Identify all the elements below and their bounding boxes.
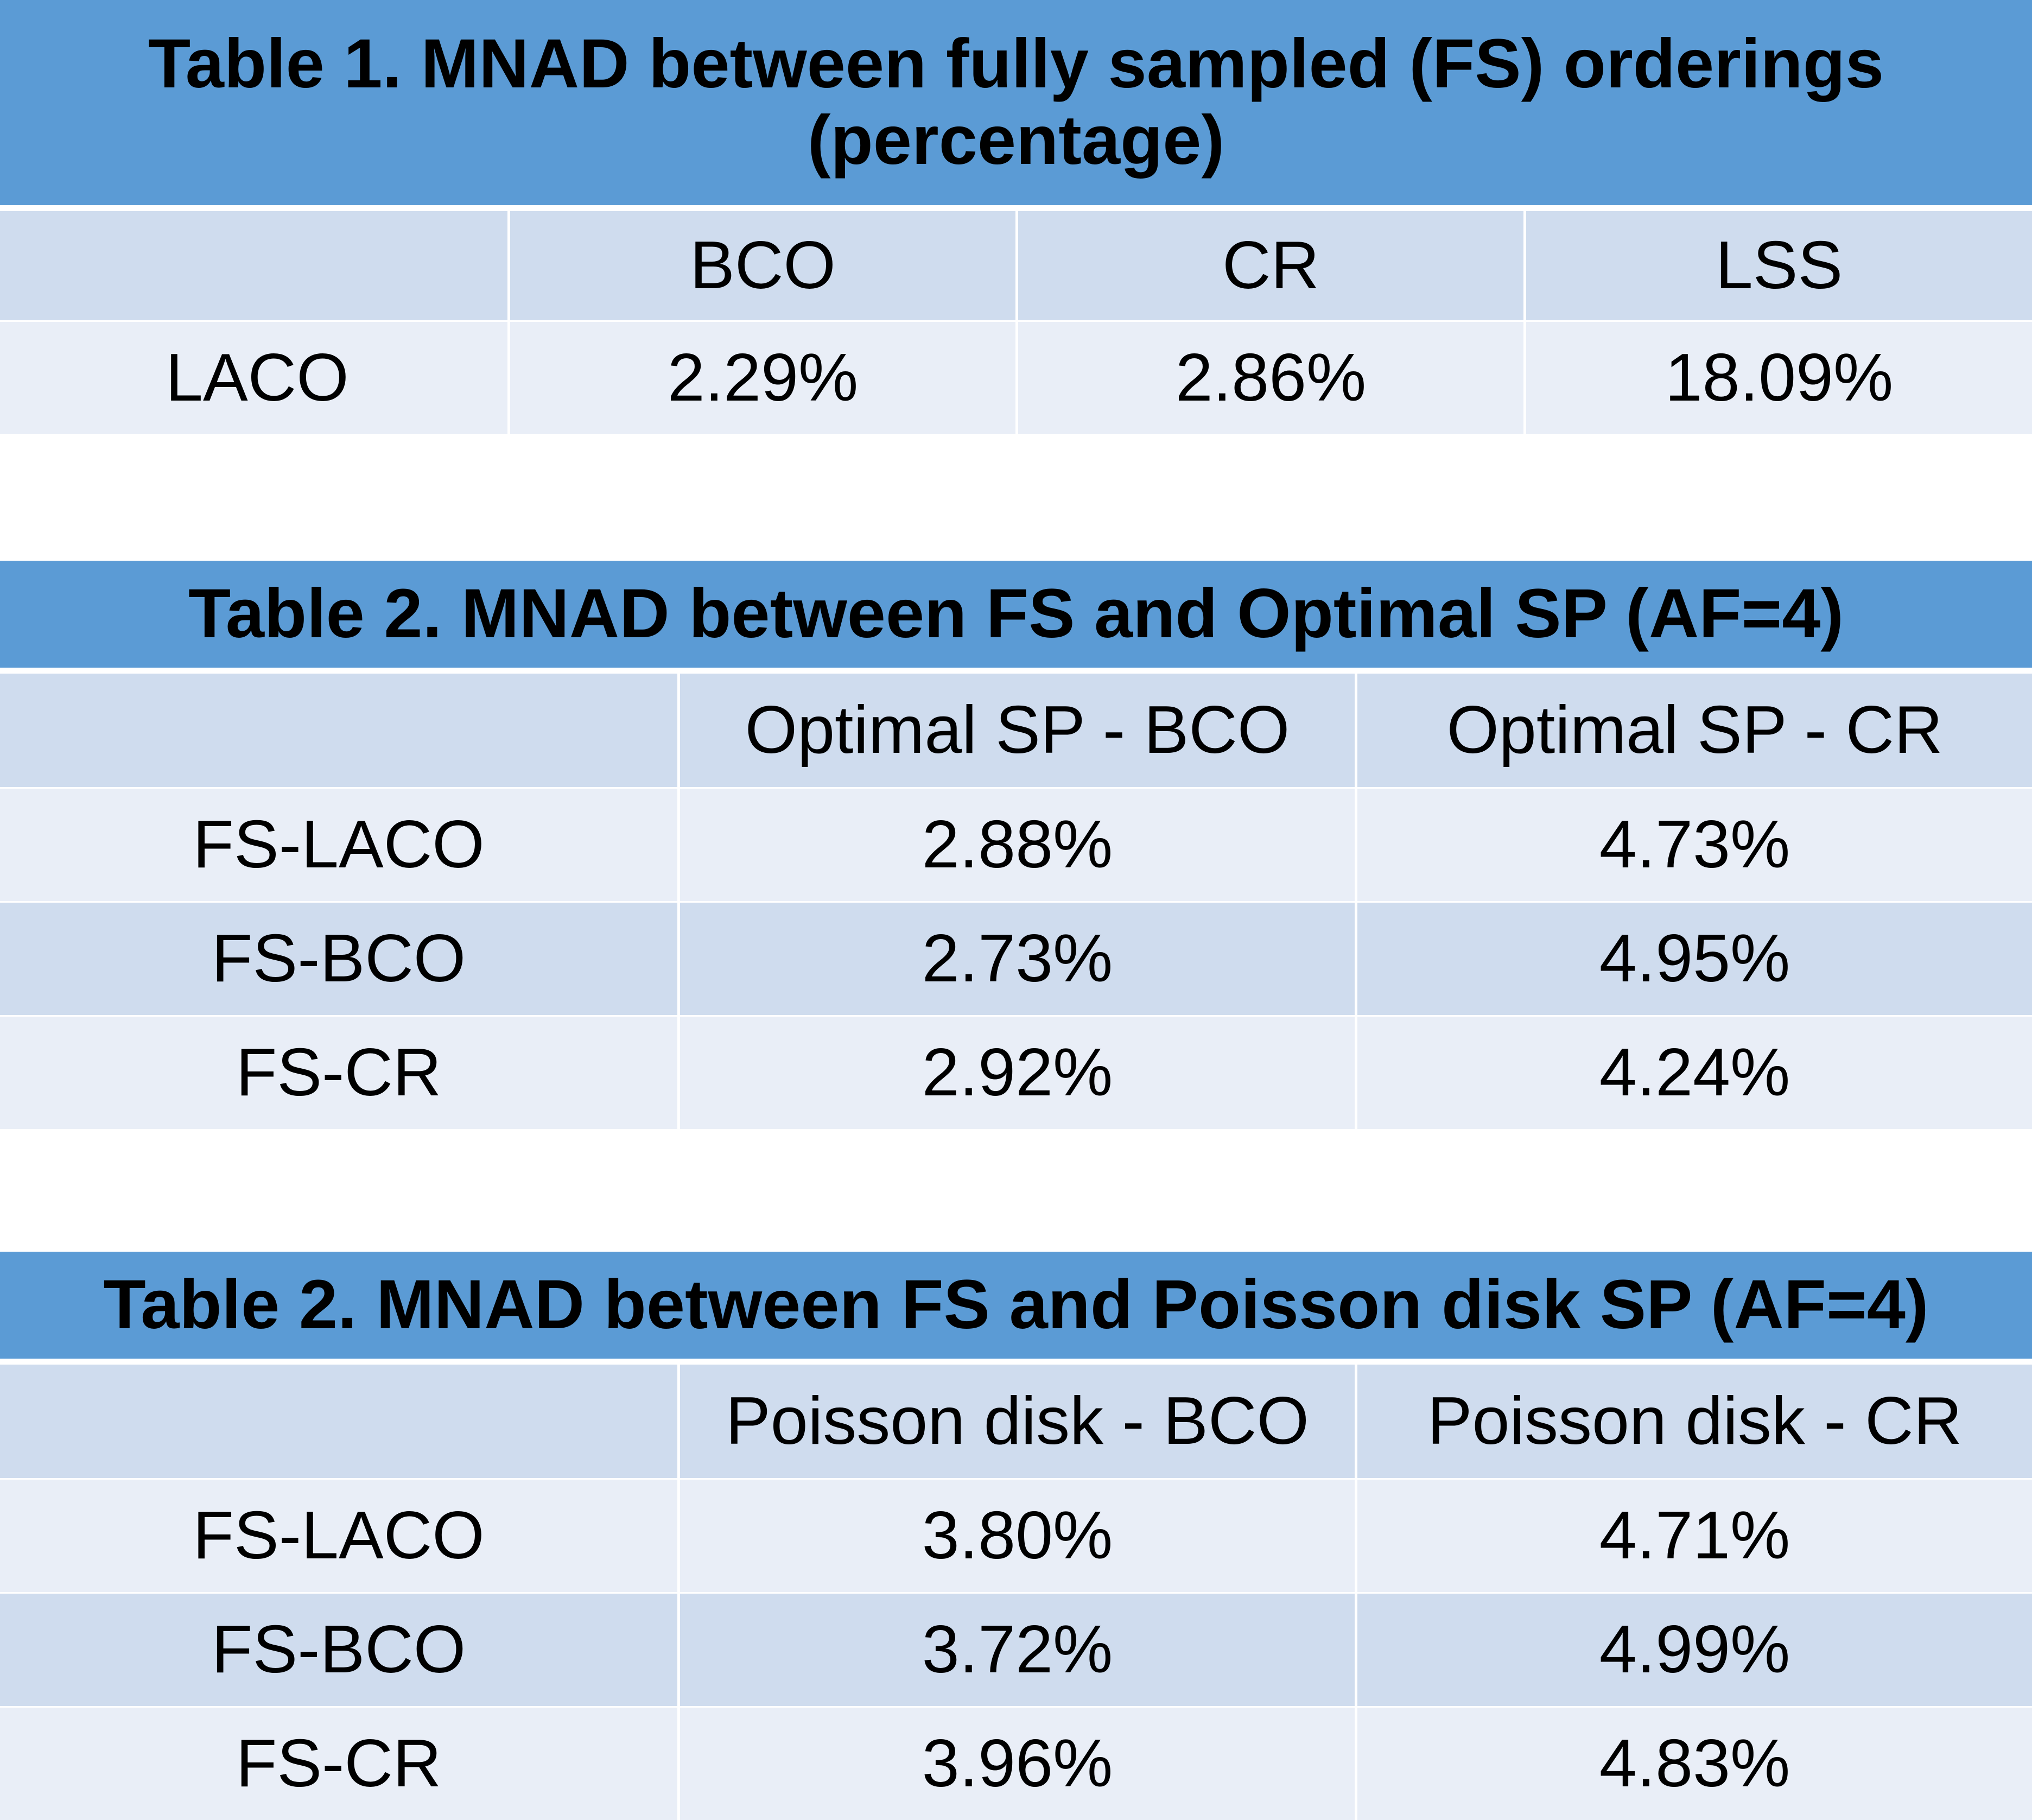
table-3-header-poisson-cr: Poisson disk - CR [1355, 1363, 2032, 1478]
cell-value: 3.80% [677, 1478, 1355, 1592]
table-1-title: Table 1. MNAD between fully sampled (FS)… [0, 0, 2032, 210]
cell-value: 2.86% [1015, 320, 1523, 434]
table-row: LACO 2.29% 2.86% 18.09% [0, 320, 2032, 434]
row-label: FS-LACO [0, 1478, 677, 1592]
cell-value: 4.99% [1355, 1592, 2032, 1706]
cell-value: 3.72% [677, 1592, 1355, 1706]
table-3-title: Table 2. MNAD between FS and Poisson dis… [0, 1252, 2032, 1363]
table-2-header-optimal-cr: Optimal SP - CR [1355, 672, 2032, 787]
cell-value: 4.83% [1355, 1706, 2032, 1820]
table-3-header-poisson-bco: Poisson disk - BCO [677, 1363, 1355, 1478]
cell-value: 2.92% [677, 1015, 1355, 1129]
table-1-header-bco: BCO [507, 210, 1015, 320]
table-2-header-empty [0, 672, 677, 787]
row-label: FS-BCO [0, 1592, 677, 1706]
cell-value: 2.88% [677, 787, 1355, 901]
row-label: LACO [0, 320, 507, 434]
row-label: FS-CR [0, 1706, 677, 1820]
cell-value: 2.29% [507, 320, 1015, 434]
row-label: FS-CR [0, 1015, 677, 1129]
table-1-header-empty [0, 210, 507, 320]
table-2-title: Table 2. MNAD between FS and Optimal SP … [0, 561, 2032, 672]
table-3: Table 2. MNAD between FS and Poisson dis… [0, 1252, 2032, 1820]
cell-value: 18.09% [1523, 320, 2032, 434]
table-row: FS-BCO 3.72% 4.99% [0, 1592, 2032, 1706]
table-row: FS-CR 3.96% 4.83% [0, 1706, 2032, 1820]
table-1-header-lss: LSS [1523, 210, 2032, 320]
table-2-header-optimal-bco: Optimal SP - BCO [677, 672, 1355, 787]
table-1: Table 1. MNAD between fully sampled (FS)… [0, 0, 2032, 434]
table-row: FS-BCO 2.73% 4.95% [0, 901, 2032, 1015]
row-label: FS-LACO [0, 787, 677, 901]
cell-value: 4.24% [1355, 1015, 2032, 1129]
table-2: Table 2. MNAD between FS and Optimal SP … [0, 561, 2032, 1129]
cell-value: 4.71% [1355, 1478, 2032, 1592]
cell-value: 3.96% [677, 1706, 1355, 1820]
row-label: FS-BCO [0, 901, 677, 1015]
table-row: FS-LACO 3.80% 4.71% [0, 1478, 2032, 1592]
cell-value: 4.95% [1355, 901, 2032, 1015]
table-row: FS-LACO 2.88% 4.73% [0, 787, 2032, 901]
table-1-header-cr: CR [1015, 210, 1523, 320]
cell-value: 2.73% [677, 901, 1355, 1015]
cell-value: 4.73% [1355, 787, 2032, 901]
table-row: FS-CR 2.92% 4.24% [0, 1015, 2032, 1129]
table-3-header-empty [0, 1363, 677, 1478]
